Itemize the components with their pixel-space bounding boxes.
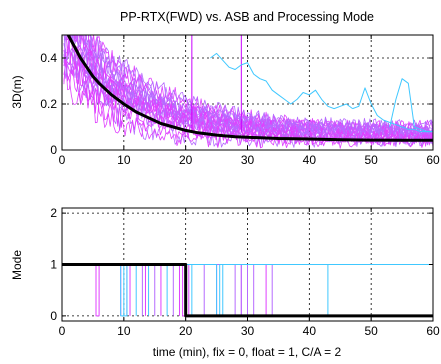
x-tick-label: 50 [364,153,378,167]
x-tick-label: 60 [426,153,440,167]
series-line [210,52,353,110]
y-tick-label: 2 [50,206,57,220]
mode-line [62,264,433,317]
x-tick-label: 20 [179,324,193,338]
top-plot-lines [63,35,433,149]
mode-mean-line [62,263,433,318]
ensemble-line [63,45,433,147]
top-ticks: 0 10 20 30 40 50 60 0 0.2 0.4 [40,35,440,167]
x-tick-label: 50 [364,324,378,338]
x-tick-label: 30 [241,324,255,338]
y-tick-label: 1 [50,258,57,272]
mode-line [62,264,433,317]
x-tick-label: 20 [179,153,193,167]
y-tick-label: 0.2 [40,97,57,111]
y-tick-label: 0 [50,143,57,157]
bottom-ticks: 0 10 20 30 40 50 60 0 1 2 [50,206,440,338]
x-tick-label: 10 [117,153,131,167]
chart-title: PP-RTX(FWD) vs. ASB and Processing Mode [120,10,374,24]
top-y-axis-label: 3D(m) [10,75,24,108]
ensemble-line [63,61,433,149]
bottom-x-axis-label: time (min), fix = 0, float = 1, C/A = 2 [153,345,342,359]
x-tick-label: 60 [426,324,440,338]
mode-line [62,264,433,317]
y-tick-label: 0 [50,309,57,323]
ensemble-line [78,35,433,138]
x-tick-label: 30 [241,153,255,167]
series-line [352,87,433,133]
x-tick-label: 40 [303,324,317,338]
mean-line [66,35,433,142]
x-tick-label: 10 [117,324,131,338]
y-tick-label: 0.4 [40,51,57,65]
series-line [389,78,433,133]
ensemble-line [72,35,433,138]
bottom-plot-lines [62,263,433,318]
x-tick-label: 40 [303,153,317,167]
bottom-y-axis-label: Mode [10,250,24,280]
x-tick-label: 0 [59,153,66,167]
x-tick-label: 0 [59,324,66,338]
